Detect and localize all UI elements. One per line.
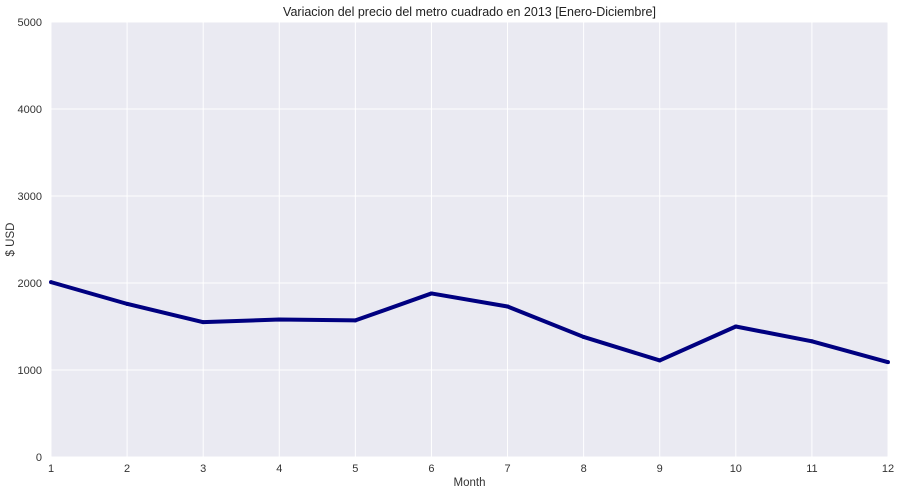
x-tick-label: 5 <box>352 463 358 475</box>
x-tick-label: 4 <box>276 463 282 475</box>
data-point <box>657 358 662 363</box>
data-point <box>429 291 434 296</box>
data-point <box>277 317 282 322</box>
data-point <box>125 301 130 306</box>
y-tick-label: 5000 <box>18 17 42 29</box>
x-tick-label: 6 <box>428 463 434 475</box>
x-tick-label: 11 <box>806 463 817 475</box>
x-tick-label: 3 <box>200 463 206 475</box>
x-tick-label: 7 <box>504 463 510 475</box>
y-axis-label: $ USD <box>5 223 17 257</box>
x-tick-labels: 1 2 3 4 5 6 7 8 9 10 11 12 <box>48 463 894 475</box>
x-tick-label: 1 <box>48 463 54 475</box>
x-tick-label: 10 <box>730 463 742 475</box>
y-tick-label: 0 <box>36 452 42 464</box>
data-point <box>505 304 510 309</box>
chart-title: Variacion del precio del metro cuadrado … <box>283 5 656 19</box>
data-point <box>353 318 358 323</box>
data-point <box>201 320 206 325</box>
x-tick-label: 9 <box>657 463 663 475</box>
y-tick-label: 3000 <box>18 191 42 203</box>
data-point <box>733 324 738 329</box>
series-line <box>50 280 889 365</box>
grid <box>50 21 889 458</box>
y-tick-label: 4000 <box>18 104 42 116</box>
data-point <box>49 280 53 285</box>
series-layer <box>49 280 890 365</box>
data-point <box>886 360 890 365</box>
y-tick-label: 1000 <box>18 365 42 377</box>
y-tick-labels: 0 1000 2000 3000 4000 5000 <box>18 17 42 464</box>
data-point <box>581 334 586 339</box>
data-point <box>809 339 814 344</box>
x-tick-label: 2 <box>124 463 130 475</box>
x-axis-label: Month <box>454 477 486 489</box>
x-tick-label: 12 <box>882 463 894 475</box>
plot-background <box>51 22 888 457</box>
y-tick-label: 2000 <box>18 278 42 290</box>
x-tick-label: 8 <box>581 463 587 475</box>
